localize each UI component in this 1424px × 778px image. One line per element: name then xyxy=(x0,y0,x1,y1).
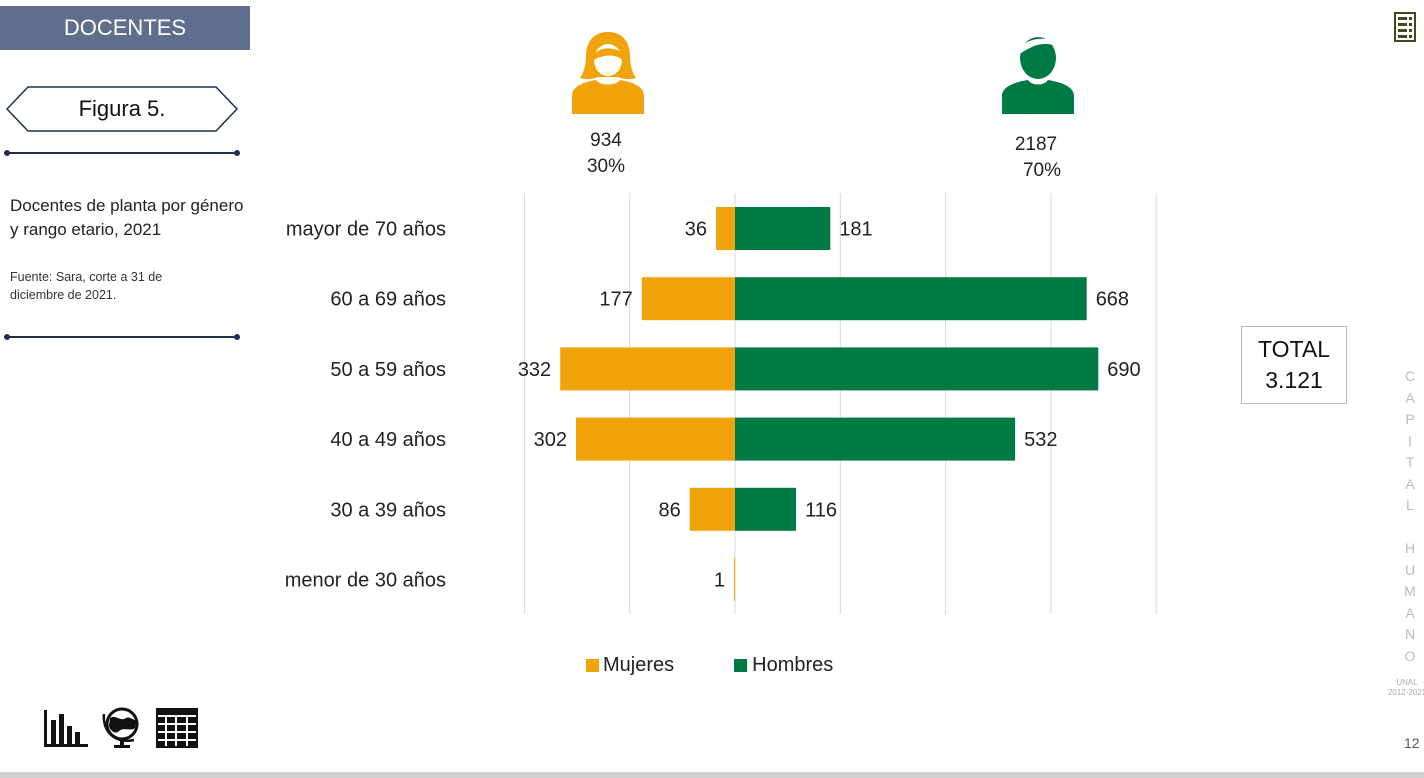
sidebar-vertical-letter: P xyxy=(1405,411,1415,427)
chart-description: Docentes de planta por género y rango et… xyxy=(10,196,244,239)
woman-icon xyxy=(572,32,644,114)
brand-line-2: 2012-2021 xyxy=(1387,688,1424,697)
bottom-bar xyxy=(0,772,1424,778)
man-icon xyxy=(1002,37,1074,114)
value-label-mujeres: 36 xyxy=(685,219,707,241)
value-label-mujeres: 332 xyxy=(518,359,551,381)
value-label-hombres: 116 xyxy=(805,499,837,521)
bar-hombres xyxy=(735,487,797,531)
sidebar-vertical-letter: N xyxy=(1404,626,1416,642)
total-value: 3.121 xyxy=(1265,367,1323,393)
category-label: 50 a 59 años xyxy=(330,359,446,381)
value-label-hombres: 181 xyxy=(839,219,872,241)
sidebar-vertical-letter: H xyxy=(1404,540,1416,556)
bar-hombres xyxy=(735,207,831,250)
figure-label-frame xyxy=(6,86,238,132)
men-percent: 70% xyxy=(1022,160,1062,181)
bottom-toolbar xyxy=(44,706,204,755)
value-label-hombres: 690 xyxy=(1107,359,1140,381)
value-label-mujeres: 86 xyxy=(658,499,680,521)
value-label-mujeres: 1 xyxy=(714,570,725,592)
sidebar-vertical-letter: C xyxy=(1404,368,1416,384)
legend-label-mujeres: Mujeres xyxy=(603,654,675,676)
table-list-icon[interactable] xyxy=(1394,12,1416,42)
category-label: menor de 30 años xyxy=(285,570,446,592)
brand-mark: UNAL 2012-2021 xyxy=(1382,678,1424,698)
grid-table-icon[interactable] xyxy=(156,708,198,748)
value-label-mujeres: 302 xyxy=(534,429,567,451)
value-label-hombres: 532 xyxy=(1024,429,1057,451)
section-title: DOCENTES xyxy=(0,6,250,50)
sidebar-vertical-letter: A xyxy=(1405,389,1415,406)
sidebar-vertical-letter: O xyxy=(1404,647,1416,664)
category-label: 30 a 39 años xyxy=(330,499,446,521)
category-label: 60 a 69 años xyxy=(330,289,446,311)
men-summary: 2187 70% xyxy=(996,132,1076,184)
value-label-mujeres: 177 xyxy=(599,289,632,311)
category-label: mayor de 70 años xyxy=(286,219,446,241)
legend-swatch-mujeres xyxy=(586,659,599,672)
sidebar-vertical-letter: T xyxy=(1405,454,1415,470)
sidebar-vertical-letter: L xyxy=(1406,497,1414,513)
legend-label-hombres: Hombres xyxy=(752,654,834,676)
total-box: TOTAL 3.121 xyxy=(1241,326,1347,404)
sidebar-vertical-letter: A xyxy=(1405,604,1415,621)
category-label: 40 a 49 años xyxy=(330,429,446,451)
bar-mujeres xyxy=(689,487,735,531)
bar-mujeres xyxy=(575,417,735,461)
bar-hombres xyxy=(735,417,1016,461)
bar-mujeres xyxy=(734,558,735,601)
figure-label: Figura 5. xyxy=(6,86,238,132)
chart-source: Fuente: Sara, corte a 31 de diciembre de… xyxy=(10,270,163,302)
page-number: 12 xyxy=(1404,735,1420,751)
bar-chart-icon[interactable] xyxy=(44,710,88,747)
total-label: TOTAL xyxy=(1258,336,1330,362)
bar-mujeres xyxy=(560,347,735,391)
brand-line-1: UNAL xyxy=(1396,678,1418,687)
bar-hombres xyxy=(735,277,1087,321)
legend: Mujeres Hombres xyxy=(586,654,833,677)
women-percent: 30% xyxy=(586,156,626,177)
legend-swatch-hombres xyxy=(734,659,748,672)
bar-mujeres xyxy=(716,207,735,250)
women-count: 934 xyxy=(590,130,622,151)
sidebar-vertical-gap xyxy=(1400,517,1420,539)
sidebar-vertical-letter: I xyxy=(1408,432,1412,449)
divider-top xyxy=(4,150,240,156)
women-summary: 934 30% xyxy=(566,128,646,180)
value-label-hombres: 668 xyxy=(1096,289,1129,311)
bar-hombres xyxy=(735,347,1099,391)
sidebar-vertical-letter: A xyxy=(1405,475,1415,492)
sidebar-vertical-letter: U xyxy=(1404,561,1416,578)
figure-label-text: Figura 5. xyxy=(78,96,166,121)
sidebar-vertical-letter: M xyxy=(1404,583,1416,599)
globe-icon[interactable] xyxy=(102,707,139,748)
men-count: 2187 xyxy=(1014,134,1058,155)
divider-bottom xyxy=(4,334,240,340)
bar-mujeres xyxy=(641,277,735,321)
